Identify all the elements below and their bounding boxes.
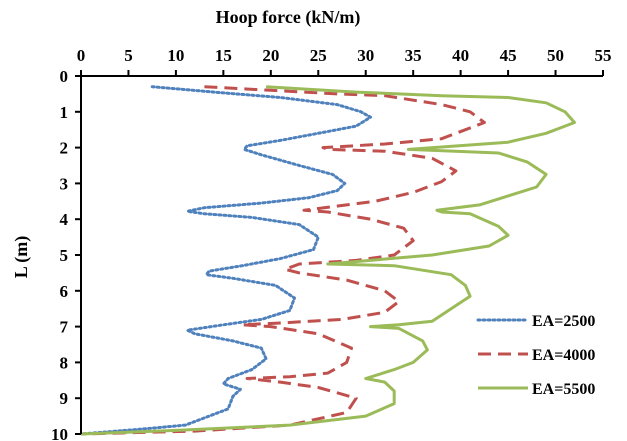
series-line-2 [80,85,486,436]
x-tick-label: 5 [124,46,133,65]
legend-label-3: EA=5500 [532,381,595,398]
x-tick-label: 35 [405,46,422,65]
x-tick-label: 50 [547,46,564,65]
y-tick-label: 3 [60,174,69,193]
x-tick-label: 20 [262,46,279,65]
x-tick-label: 25 [310,46,327,65]
series-lines [79,85,576,436]
x-axis-title: Hoop force (kN/m) [216,7,361,28]
x-tick-label: 40 [452,46,469,65]
legend: EA=2500 EA=4000 EA=5500 [476,313,595,398]
legend-label-2: EA=4000 [532,347,595,364]
x-tick-label: 0 [77,46,86,65]
x-tick-label: 15 [215,46,232,65]
y-tick-label: 8 [60,353,69,372]
y-tick-label: 2 [60,139,69,158]
x-tick-label: 55 [595,46,612,65]
y-axis-title: L (m) [11,236,32,279]
y-tick-label: 6 [60,282,69,301]
x-tick-label: 30 [357,46,374,65]
x-tick-label: 10 [167,46,184,65]
legend-label-1: EA=2500 [532,313,595,330]
series-line-3 [80,85,576,436]
y-tick-label: 0 [60,67,69,86]
y-tick-label: 10 [51,425,68,441]
x-tick-label: 45 [500,46,517,65]
y-tick-label: 4 [60,210,69,229]
y-tick-label: 7 [60,318,69,337]
y-tick-label: 9 [60,389,69,408]
series-line-1 [79,85,372,436]
y-tick-label: 5 [60,246,69,265]
y-tick-label: 1 [60,103,69,122]
